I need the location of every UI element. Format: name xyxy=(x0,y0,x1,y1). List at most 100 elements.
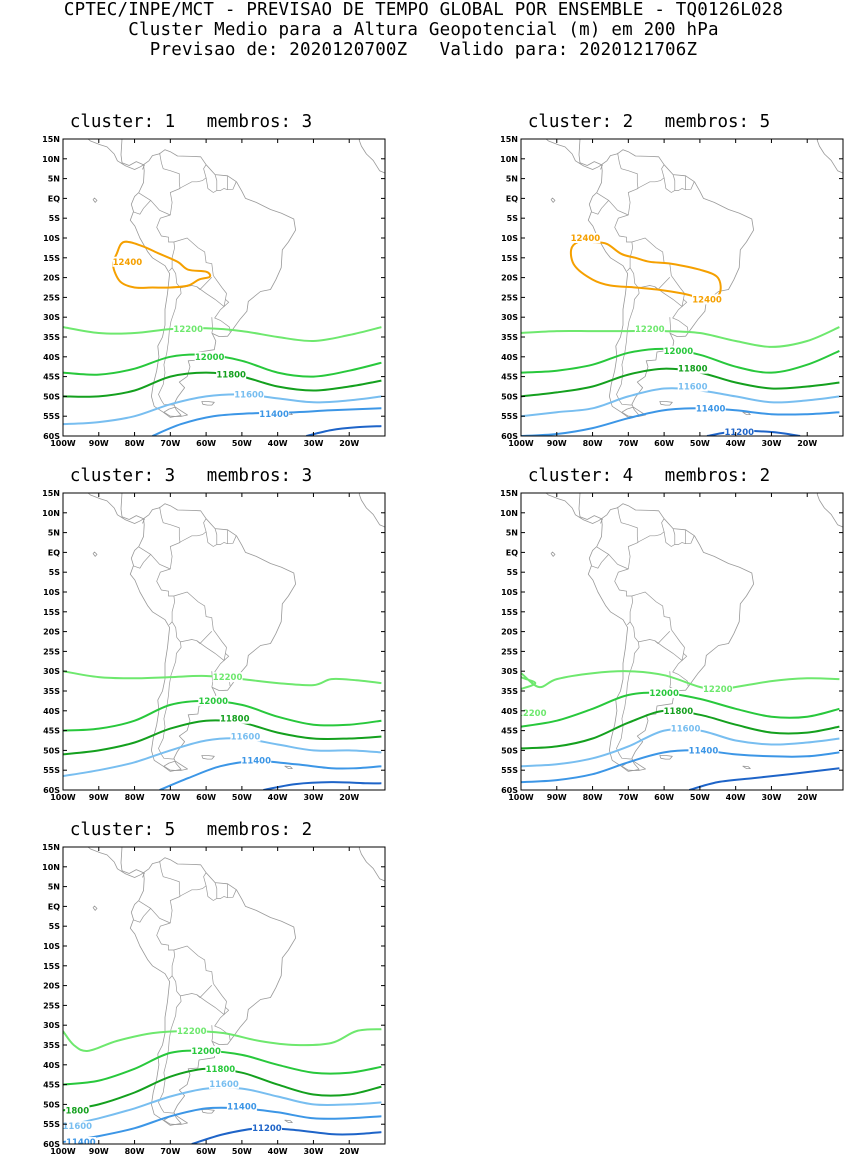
lon-tick-label: 70W xyxy=(618,439,638,448)
lon-tick-label: 40W xyxy=(726,439,746,448)
tierra-del-fuego-outline xyxy=(163,760,188,771)
country-border xyxy=(138,900,171,924)
country-border xyxy=(179,164,207,189)
lon-tick-label: 100W xyxy=(50,439,76,448)
contour-label-11800: 11800 xyxy=(216,371,246,381)
lon-tick-label: 100W xyxy=(50,793,76,802)
south-america-coastline xyxy=(587,149,754,418)
map-panel-5: cluster: 5 membros: 2 12200 12000 11800 180… xyxy=(1,820,386,1162)
contour-label-background xyxy=(65,1137,96,1144)
country-border xyxy=(142,872,145,878)
lat-tick-label: 25S xyxy=(501,647,518,656)
lat-tick-label: 60S xyxy=(501,432,518,441)
contour-label-11400: 11400 xyxy=(259,410,289,420)
lat-tick-label: 5S xyxy=(507,214,519,223)
country-border xyxy=(672,299,689,332)
lat-tick-label: 45S xyxy=(43,1081,60,1090)
lon-tick-label: 80W xyxy=(125,439,145,448)
falkland-islands-outline xyxy=(201,1109,215,1114)
country-border xyxy=(214,528,218,545)
lat-tick-label: 55S xyxy=(43,412,60,421)
lat-tick-label: 10S xyxy=(43,234,60,243)
lon-tick-label: 70W xyxy=(618,793,638,802)
lat-tick-label: 15N xyxy=(500,135,518,144)
lat-tick-label: 20S xyxy=(43,628,60,637)
cuba-outline xyxy=(117,112,155,120)
contour-label-12000: 12000 xyxy=(664,347,694,357)
contour-label-12200: 12200 xyxy=(635,325,665,335)
lat-tick-label: 50S xyxy=(501,392,518,401)
map-frame xyxy=(520,138,844,437)
lon-tick-label: 70W xyxy=(160,793,180,802)
map-panel-2: cluster: 2 membros: 5 12400 12400 12200 120… xyxy=(459,112,844,454)
map-area: 12400 12200 12000 11800 11600 11400 xyxy=(63,112,385,436)
contour-label-11600: 11600 xyxy=(678,383,708,393)
country-border xyxy=(631,591,672,630)
hispaniola-outline xyxy=(155,828,177,835)
country-border xyxy=(138,546,171,570)
south-america-coastline xyxy=(129,857,296,1126)
country-border xyxy=(142,518,145,524)
lat-tick-label: 25S xyxy=(501,293,518,302)
lat-tick-label: 30S xyxy=(501,313,518,322)
puerto-rico-outline xyxy=(180,833,186,835)
country-border xyxy=(133,200,151,215)
hispaniola-outline xyxy=(155,120,177,127)
lat-tick-label: 40S xyxy=(501,707,518,716)
contour-label-background xyxy=(209,1078,239,1089)
country-border xyxy=(156,214,175,272)
lat-tick-label: 15S xyxy=(43,608,60,617)
country-border xyxy=(214,299,231,332)
country-border xyxy=(600,518,603,524)
lat-tick-label: 35S xyxy=(43,687,60,696)
lat-tick-label: 45S xyxy=(501,727,518,736)
country-border xyxy=(637,164,665,189)
falkland-islands-outline xyxy=(201,755,215,760)
galapagos-outline xyxy=(92,551,98,557)
contour-label-11400: 11400 xyxy=(696,404,726,414)
lon-tick-label: 30W xyxy=(761,793,781,802)
central-america-coastline xyxy=(545,493,602,524)
lon-tick-label: 100W xyxy=(508,793,534,802)
lat-tick-label: 50S xyxy=(501,746,518,755)
contour-label-11400: 11400 xyxy=(66,1138,96,1148)
country-border xyxy=(205,885,237,901)
contour-label-11200: 11200 xyxy=(252,1124,282,1134)
lat-tick-label: 35S xyxy=(43,1041,60,1050)
cuba-outline xyxy=(575,112,613,120)
lon-tick-label: 50W xyxy=(690,793,710,802)
country-border xyxy=(596,546,629,570)
lon-tick-label: 20W xyxy=(797,439,817,448)
jamaica-outline xyxy=(141,833,149,836)
country-border xyxy=(180,984,213,998)
lat-tick-label: 10N xyxy=(42,155,60,164)
contour-label-12000: 12000 xyxy=(649,689,679,699)
falkland-islands-outline xyxy=(201,401,215,406)
map-svg: 12400 12400 12200 12000 11800 11600 11400 11200… xyxy=(500,112,844,448)
contour-label-background xyxy=(219,713,250,724)
lon-tick-label: 70W xyxy=(160,1147,180,1156)
puerto-rico-outline xyxy=(638,479,644,481)
contour-label-background xyxy=(695,403,726,414)
lat-tick-label: 40S xyxy=(43,707,60,716)
contour-12200 xyxy=(521,670,840,691)
south-america-coastline xyxy=(129,149,296,418)
lon-tick-label: 80W xyxy=(583,793,603,802)
country-border xyxy=(596,192,629,216)
lon-tick-label: 40W xyxy=(726,793,746,802)
map-svg: 12400 12200 12000 11800 11600 11400 15N 10N 5N EQ… xyxy=(42,112,386,448)
map-area: 12200 12000 11800 1800 11600 11600 11400 11400 1… xyxy=(63,828,385,1148)
south-georgia-outline xyxy=(284,765,293,769)
contour-label-background xyxy=(191,1045,222,1056)
lat-tick-label: 5N xyxy=(48,175,60,184)
map-panel-3: cluster: 3 membros: 3 12200 12000 11800 116… xyxy=(1,466,386,808)
country-border xyxy=(179,872,207,897)
galapagos-outline xyxy=(550,197,556,203)
contour-label-background xyxy=(63,1121,93,1132)
country-border xyxy=(669,671,671,688)
contour-label-background xyxy=(216,369,247,380)
map-svg: 12200 12200 12000 11800 11600 11400 15N 10N 5N EQ… xyxy=(500,479,844,802)
lat-tick-label: 10S xyxy=(501,588,518,597)
lon-tick-label: 60W xyxy=(196,1147,216,1156)
country-border xyxy=(180,276,213,290)
